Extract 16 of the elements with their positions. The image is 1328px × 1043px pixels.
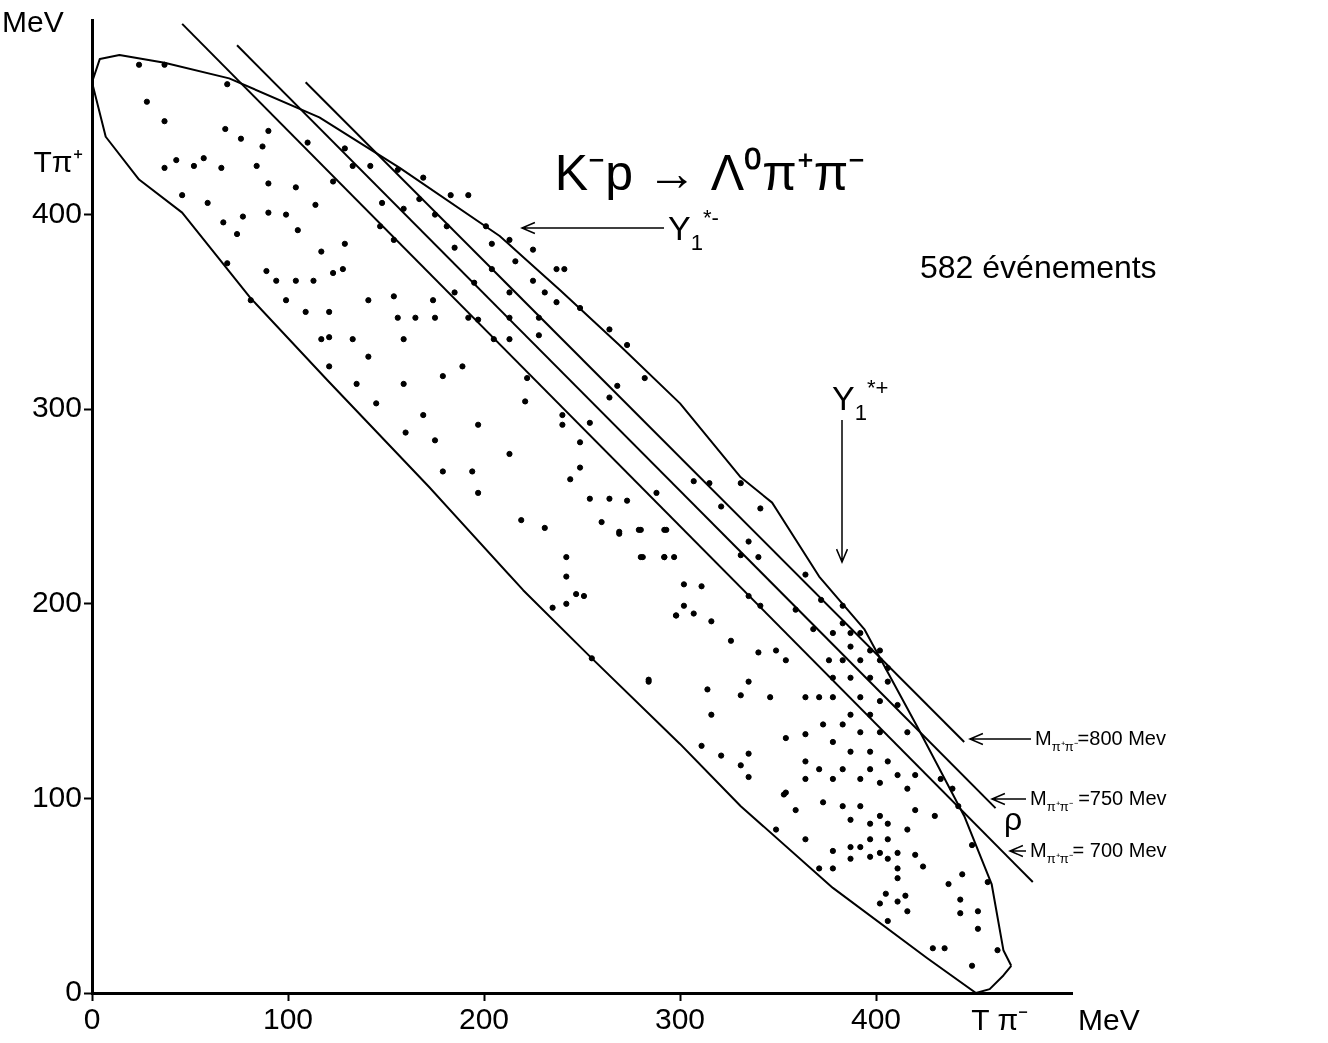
- text: K⁻p → Λ⁰π⁺π⁻: [554, 145, 866, 201]
- text: MeV: [1078, 1003, 1140, 1036]
- y-tick-label: 400: [31, 195, 82, 229]
- y-tick-label: 100: [31, 779, 82, 813]
- annotation: ρ: [1004, 801, 1023, 837]
- x-axis-title: T π⁻: [971, 1003, 1029, 1036]
- x-tick-label: 300: [654, 1002, 706, 1036]
- y-tick-label: 0: [65, 974, 82, 1008]
- text: MeV: [2, 5, 64, 38]
- x-tick-label: 200: [458, 1002, 510, 1036]
- y-tick-label: 300: [31, 390, 82, 424]
- annotation: 582 événements: [920, 249, 1157, 285]
- x-tick-label: 400: [850, 1002, 902, 1036]
- y-tick-label: 200: [31, 585, 82, 619]
- x-tick-label: 100: [262, 1002, 314, 1036]
- y-axis-title: Tπ⁺: [33, 145, 83, 178]
